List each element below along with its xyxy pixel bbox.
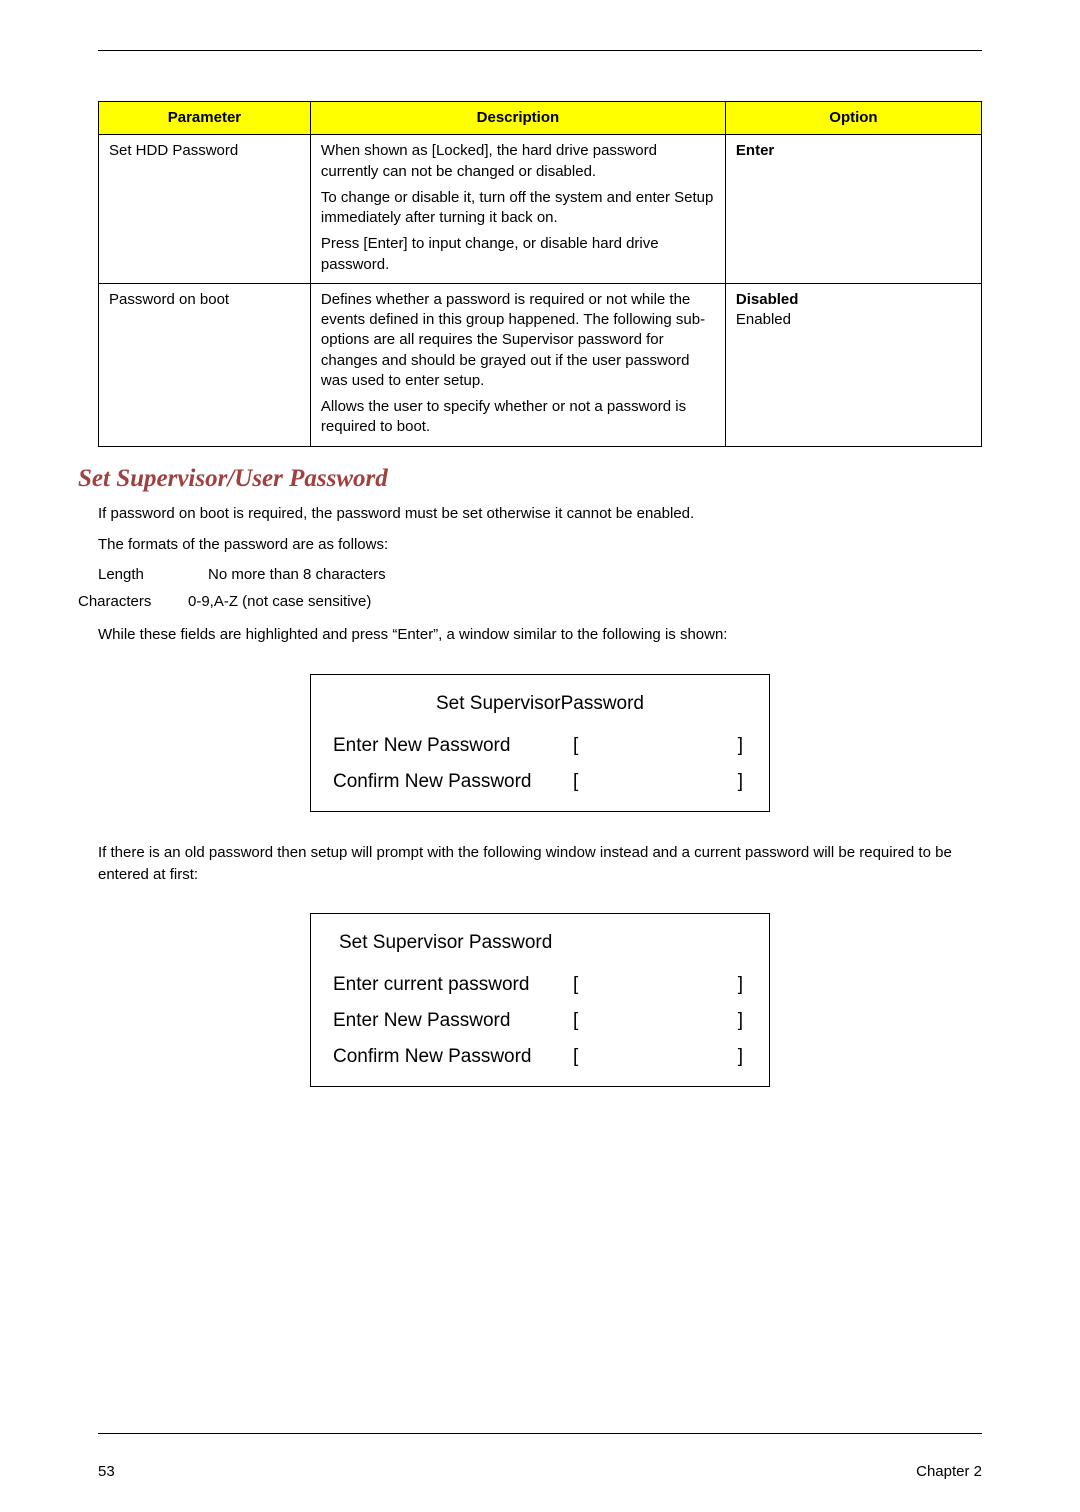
desc-para: To change or disable it, turn off the sy… bbox=[321, 188, 715, 229]
desc-para: When shown as [Locked], the hard drive p… bbox=[321, 141, 715, 182]
dialog-row: Enter New Password [ ] bbox=[333, 735, 747, 757]
dialog-container: Set Supervisor Password Enter current pa… bbox=[78, 913, 1002, 1087]
page-number: 53 bbox=[98, 1463, 115, 1480]
section-title: Set Supervisor/User Password bbox=[78, 465, 1002, 493]
desc-para: Allows the user to specify whether or no… bbox=[321, 397, 715, 438]
parameters-table: Parameter Description Option Set HDD Pas… bbox=[98, 101, 982, 447]
enter-new-password-field[interactable]: [ ] bbox=[573, 735, 743, 757]
option-value: Enabled bbox=[736, 310, 971, 330]
cell-parameter: Password on boot bbox=[99, 283, 311, 446]
dialog-row: Confirm New Password [ ] bbox=[333, 771, 747, 793]
desc-para: Press [Enter] to input change, or disabl… bbox=[321, 234, 715, 275]
bracket-open: [ bbox=[573, 1046, 578, 1068]
cell-description: When shown as [Locked], the hard drive p… bbox=[310, 135, 725, 284]
th-description: Description bbox=[310, 102, 725, 135]
table-row: Set HDD Password When shown as [Locked],… bbox=[99, 135, 982, 284]
bracket-open: [ bbox=[573, 771, 578, 793]
enter-new-password-field[interactable]: [ ] bbox=[573, 1010, 743, 1032]
bracket-close: ] bbox=[738, 735, 743, 757]
enter-new-password-label: Enter New Password bbox=[333, 735, 573, 757]
enter-new-password-label: Enter New Password bbox=[333, 1010, 573, 1032]
page-footer: 53 Chapter 2 bbox=[98, 1463, 982, 1480]
body-paragraph: The formats of the password are as follo… bbox=[98, 534, 1002, 556]
dialog-row: Confirm New Password [ ] bbox=[333, 1046, 747, 1068]
option-value: Disabled bbox=[736, 290, 971, 310]
dialog-title: Set Supervisor Password bbox=[333, 932, 747, 954]
page: Parameter Description Option Set HDD Pas… bbox=[0, 0, 1080, 1512]
dialog-title: Set SupervisorPassword bbox=[333, 693, 747, 715]
bracket-open: [ bbox=[573, 735, 578, 757]
enter-current-password-field[interactable]: [ ] bbox=[573, 974, 743, 996]
bracket-close: ] bbox=[738, 771, 743, 793]
set-supervisor-password-dialog-existing: Set Supervisor Password Enter current pa… bbox=[310, 913, 770, 1087]
format-characters-value: 0-9,A-Z (not case sensitive) bbox=[188, 593, 371, 610]
bracket-close: ] bbox=[738, 974, 743, 996]
dialog-container: Set SupervisorPassword Enter New Passwor… bbox=[78, 674, 1002, 812]
confirm-new-password-label: Confirm New Password bbox=[333, 771, 573, 793]
option-value: Enter bbox=[736, 141, 971, 161]
confirm-new-password-label: Confirm New Password bbox=[333, 1046, 573, 1068]
confirm-new-password-field[interactable]: [ ] bbox=[573, 1046, 743, 1068]
format-length-label: Length bbox=[98, 566, 208, 583]
format-length-value: No more than 8 characters bbox=[208, 566, 386, 583]
cell-option: Disabled Enabled bbox=[725, 283, 981, 446]
format-characters-line: Characters 0-9,A-Z (not case sensitive) bbox=[78, 593, 1002, 610]
body-paragraph: While these fields are highlighted and p… bbox=[98, 624, 1002, 646]
th-parameter: Parameter bbox=[99, 102, 311, 135]
cell-parameter: Set HDD Password bbox=[99, 135, 311, 284]
cell-option: Enter bbox=[725, 135, 981, 284]
format-characters-label: Characters bbox=[58, 593, 188, 610]
bottom-rule bbox=[98, 1433, 982, 1434]
table-header-row: Parameter Description Option bbox=[99, 102, 982, 135]
body-paragraph: If there is an old password then setup w… bbox=[98, 842, 1002, 886]
cell-description: Defines whether a password is required o… bbox=[310, 283, 725, 446]
bracket-open: [ bbox=[573, 974, 578, 996]
table-row: Password on boot Defines whether a passw… bbox=[99, 283, 982, 446]
format-length-line: Length No more than 8 characters bbox=[98, 566, 1002, 583]
body-paragraph: If password on boot is required, the pas… bbox=[98, 503, 1002, 525]
top-rule bbox=[98, 50, 982, 51]
dialog-row: Enter current password [ ] bbox=[333, 974, 747, 996]
bracket-open: [ bbox=[573, 1010, 578, 1032]
desc-para: Defines whether a password is required o… bbox=[321, 290, 715, 391]
bracket-close: ] bbox=[738, 1010, 743, 1032]
confirm-new-password-field[interactable]: [ ] bbox=[573, 771, 743, 793]
th-option: Option bbox=[725, 102, 981, 135]
enter-current-password-label: Enter current password bbox=[333, 974, 573, 996]
chapter-label: Chapter 2 bbox=[916, 1463, 982, 1480]
bracket-close: ] bbox=[738, 1046, 743, 1068]
set-supervisor-password-dialog: Set SupervisorPassword Enter New Passwor… bbox=[310, 674, 770, 812]
dialog-row: Enter New Password [ ] bbox=[333, 1010, 747, 1032]
